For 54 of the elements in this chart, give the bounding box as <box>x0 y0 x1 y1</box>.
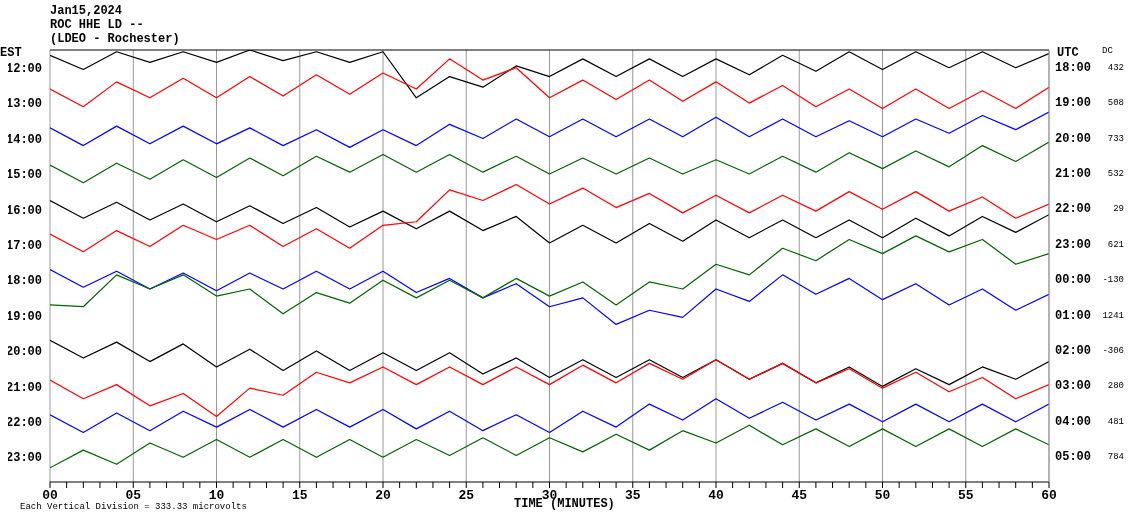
line-series <box>50 58 1049 110</box>
line-series <box>50 183 1049 253</box>
line-series <box>50 111 1049 148</box>
text: 280 <box>1107 380 1124 394</box>
y2-axis-title: UTC <box>1057 46 1079 60</box>
x-tick-label: 15 <box>291 488 308 504</box>
text: 01:00 <box>1055 308 1092 323</box>
line-series <box>50 359 1049 418</box>
x-tick-label: 25 <box>458 488 475 504</box>
x-tick-label: 45 <box>791 488 808 504</box>
text: 29 <box>1113 203 1124 217</box>
line-series <box>50 50 1049 99</box>
text: 21:00 <box>1055 166 1092 181</box>
text: Each Vertical Division = 333.33 microvolts <box>20 501 247 514</box>
text: 20:00 <box>1055 131 1092 146</box>
text: 18:00 <box>1055 60 1092 75</box>
text: 23:00 <box>1055 237 1092 252</box>
text: 02:00 <box>1055 343 1092 358</box>
text: 19:00 <box>1055 96 1092 111</box>
y-axis-title: EST <box>0 46 22 60</box>
x-tick-label: 60 <box>1041 488 1057 504</box>
text: DC <box>1102 45 1113 58</box>
text: 481 <box>1107 415 1124 429</box>
x-tick-label: 05 <box>125 488 142 504</box>
x-tick-label: 55 <box>957 488 974 504</box>
x-tick-label: 20 <box>375 488 391 504</box>
text: 532 <box>1107 167 1124 181</box>
line-series <box>50 424 1049 469</box>
text: -306 <box>1102 344 1124 358</box>
text: 1241 <box>1102 309 1124 323</box>
chart-title: Jan15,2024 <box>50 4 123 18</box>
line-series <box>50 398 1049 434</box>
text: 508 <box>1107 97 1124 111</box>
x-tick-label: 00 <box>42 488 58 504</box>
x-tick-label: 35 <box>624 488 641 504</box>
text: 03:00 <box>1055 379 1092 394</box>
text: 00:00 <box>1055 273 1092 288</box>
text: 432 <box>1107 61 1124 75</box>
line-series <box>50 235 1049 315</box>
text: 04:00 <box>1055 414 1092 429</box>
text: 733 <box>1107 132 1124 146</box>
text: 22:00 <box>1055 202 1092 217</box>
text: 784 <box>1107 451 1124 465</box>
line-series <box>50 199 1049 244</box>
x-tick-label: 40 <box>708 488 724 504</box>
text: 621 <box>1107 238 1124 252</box>
text: (LDEO - Rochester) <box>50 32 180 46</box>
line-series <box>50 268 1049 326</box>
text: -130 <box>1102 274 1124 288</box>
line-series <box>50 141 1049 184</box>
x-tick-label: 50 <box>874 488 891 504</box>
text: 05:00 <box>1055 450 1092 465</box>
x-tick-label: 10 <box>208 488 225 504</box>
chart-subtitle: ROC HHE LD -- <box>50 18 144 32</box>
